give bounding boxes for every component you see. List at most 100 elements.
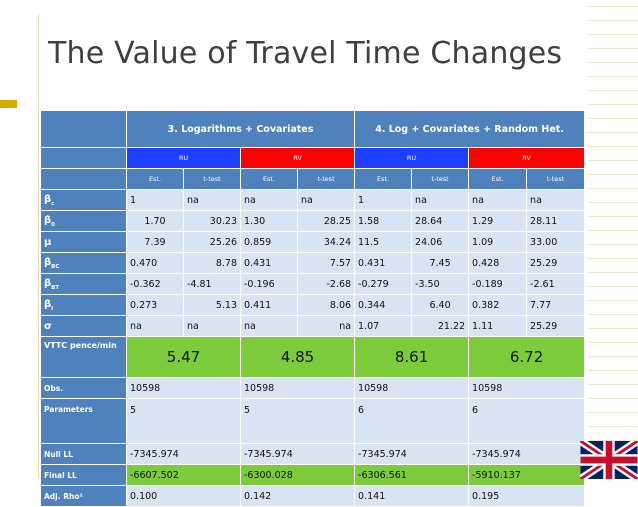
table-cell: 34.24	[296, 231, 356, 253]
subheader-rv-1: RV	[239, 147, 356, 169]
stats-row: Final LL -6607.502 -6300.028 -6306.561 -5910…	[40, 464, 586, 486]
decorative-line	[588, 272, 638, 273]
column-label: t-test	[411, 168, 470, 190]
table-cell: -0.279	[354, 273, 413, 295]
table-cell: 1.70	[126, 210, 184, 232]
table-cell: -4.81	[183, 273, 241, 295]
table-row: βBT -0.362 -4.81 -0.196 -2.68 -0.279 -3.50 -0.1…	[40, 273, 586, 295]
label-corner	[40, 168, 127, 190]
table-cell: -0.362	[126, 273, 184, 295]
table-row: βBC 0.470 8.78 0.431 7.57 0.431 7.45 0.428 25.29	[40, 252, 586, 274]
decorative-line	[588, 258, 638, 259]
stats-row: Parameters 5 5 6 6	[40, 398, 586, 444]
row-label-subscript: c	[51, 200, 55, 207]
vttc-value: 8.61	[354, 336, 470, 378]
uk-flag-icon	[580, 441, 638, 479]
stats-value: 10598	[126, 377, 241, 399]
decorative-line	[588, 244, 638, 245]
subheader-corner	[40, 147, 127, 169]
vttc-value: 6.72	[468, 336, 586, 378]
stats-value: 10598	[239, 377, 356, 399]
decorative-line	[588, 286, 638, 287]
table-row: μ 7.39 25.26 0.859 34.24 11.5 24.06 1.09 33.00	[40, 231, 586, 253]
column-label: t-test	[296, 168, 356, 190]
table-cell: 0.344	[354, 294, 413, 316]
row-label-symbol: μ	[44, 236, 52, 248]
row-label: σ	[40, 315, 127, 337]
stats-value: 10598	[354, 377, 470, 399]
decorative-line	[588, 146, 638, 147]
table-cell: 1	[126, 189, 184, 211]
row-label-subscript: BT	[51, 284, 60, 291]
decorative-line	[588, 230, 638, 231]
table-cell: 1.09	[468, 231, 528, 253]
decorative-line	[588, 356, 638, 357]
table-cell: 33.00	[526, 231, 586, 253]
table-cell: 30.23	[183, 210, 241, 232]
table-row: βI 0.273 5.13 0.411 8.06 0.344 6.40 0.382 7.77	[40, 294, 586, 316]
table-cell: na	[126, 315, 184, 337]
decorative-line	[588, 104, 638, 105]
stats-value: 6	[354, 398, 470, 444]
stats-value: 0.142	[239, 485, 356, 507]
table-cell: 7.77	[526, 294, 586, 316]
results-table: 3. Logarithms + Covariates 4. Log + Cova…	[40, 110, 586, 507]
left-vertical-rule	[38, 14, 39, 479]
stats-value: -6306.561	[354, 464, 470, 486]
table-cell: 25.29	[526, 315, 586, 337]
table-cell: na	[526, 189, 586, 211]
row-label: μ	[40, 231, 127, 253]
column-label: Est.	[468, 168, 528, 190]
stats-value: 0.195	[468, 485, 586, 507]
stats-row: Null LL -7345.974 -7345.974 -7345.974 -7345.…	[40, 443, 586, 465]
decorative-line	[588, 202, 638, 203]
decorative-line	[588, 34, 638, 35]
row-label: βBC	[40, 252, 127, 274]
vttc-row: VTTC pence/min 5.47 4.85 8.61 6.72	[40, 336, 586, 378]
vttc-value: 4.85	[239, 336, 356, 378]
decorative-line	[588, 300, 638, 301]
stats-value: 0.100	[126, 485, 241, 507]
table-cell: 0.411	[240, 294, 298, 316]
decorative-line	[588, 426, 638, 427]
row-label: βc	[40, 189, 127, 211]
decorative-line	[588, 160, 638, 161]
table-cell: 11.5	[354, 231, 413, 253]
table-cell: na	[240, 189, 298, 211]
table-cell: -0.189	[468, 273, 528, 295]
stats-row: Adj. Rho² 0.100 0.142 0.141 0.195	[40, 485, 586, 507]
column-label: Est.	[240, 168, 298, 190]
stats-label: Adj. Rho²	[40, 485, 127, 507]
column-label: Est.	[354, 168, 413, 190]
table-cell: 28.11	[526, 210, 586, 232]
row-label-symbol: σ	[44, 320, 52, 332]
decorative-line	[588, 118, 638, 119]
decorative-line	[588, 20, 638, 21]
vttc-value: 5.47	[126, 336, 241, 378]
row-label-subscript: BC	[51, 263, 60, 270]
subheader-ru-2: RU	[354, 147, 470, 169]
gold-accent-bar	[0, 100, 17, 108]
corner-cell	[40, 110, 127, 148]
subheader-ru-1: RU	[126, 147, 241, 169]
table-cell: na	[240, 315, 298, 337]
decorative-line	[588, 62, 638, 63]
table-cell: 25.29	[526, 252, 586, 274]
decorative-line	[588, 412, 638, 413]
decorative-line	[588, 48, 638, 49]
row-label-symbol: β	[44, 277, 52, 289]
table-cell: na	[411, 189, 470, 211]
row-label-subscript: I	[51, 305, 54, 312]
stats-value: -5910.137	[468, 464, 586, 486]
stats-value: 6	[468, 398, 586, 444]
table-cell: 28.25	[296, 210, 356, 232]
decorative-line	[588, 174, 638, 175]
column-label: Est.	[126, 168, 184, 190]
stats-value: 5	[126, 398, 241, 444]
table-cell: 6.40	[411, 294, 470, 316]
stats-value: -7345.974	[126, 443, 241, 465]
table-cell: na	[183, 189, 241, 211]
row-label: βI	[40, 294, 127, 316]
slide-title: The Value of Travel Time Changes	[48, 36, 563, 71]
table-cell: 24.06	[411, 231, 470, 253]
